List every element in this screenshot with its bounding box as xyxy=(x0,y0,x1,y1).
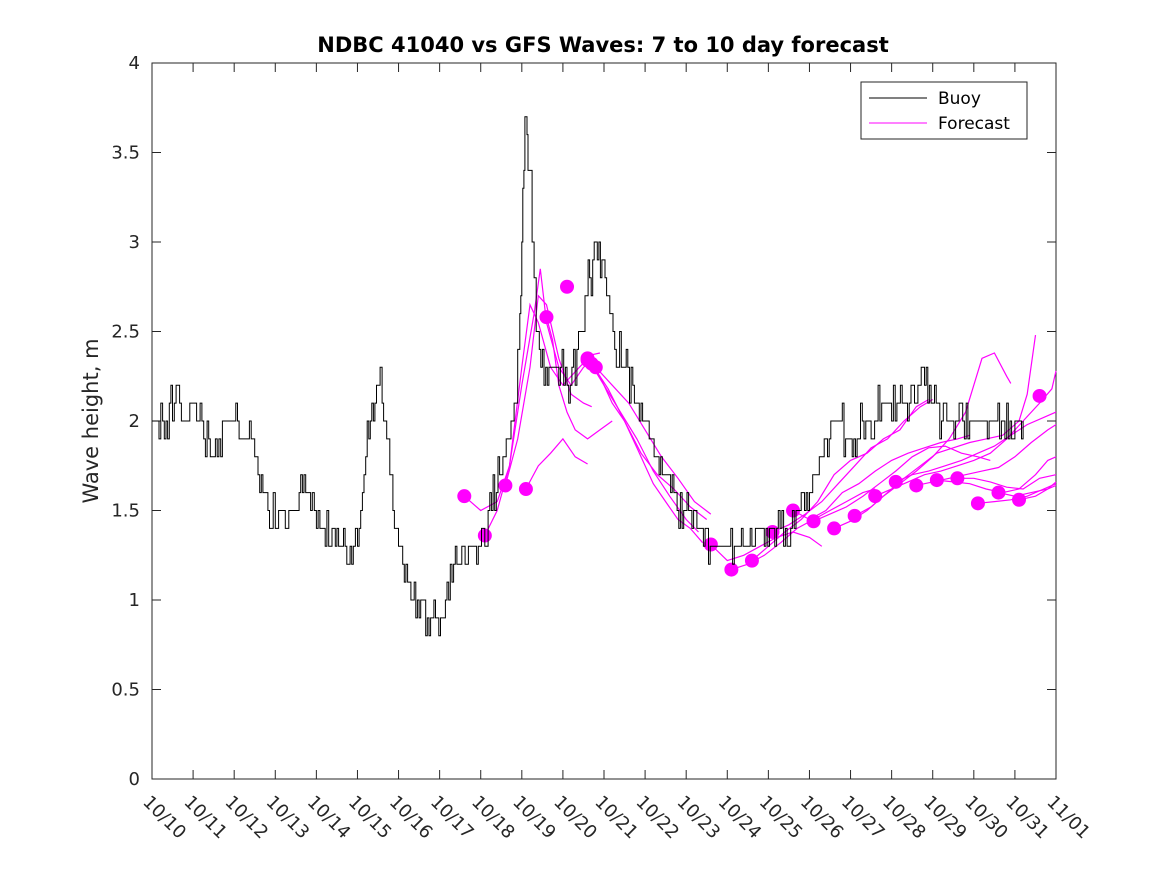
forecast-start-marker xyxy=(970,496,985,511)
forecast-line xyxy=(895,411,1057,483)
plot-area xyxy=(151,62,1057,780)
forecast-start-marker xyxy=(498,478,513,493)
y-tick-label: 3.5 xyxy=(111,143,140,164)
forecast-start-marker xyxy=(888,474,903,489)
forecast-line xyxy=(710,531,823,562)
forecast-start-marker xyxy=(560,279,575,294)
forecast-start-marker xyxy=(539,310,554,325)
y-tick-label: 1 xyxy=(129,590,140,611)
forecast-line xyxy=(1018,484,1057,501)
y-tick-label: 1.5 xyxy=(111,501,140,522)
chart-title: NDBC 41040 vs GFS Waves: 7 to 10 day for… xyxy=(317,33,888,57)
buoy-series xyxy=(152,116,1024,637)
legend: Buoy Forecast xyxy=(860,81,1028,140)
forecast-start-marker xyxy=(806,514,821,529)
forecast-start-marker xyxy=(457,489,472,504)
y-tick-label: 2.5 xyxy=(111,322,140,343)
forecast-line xyxy=(595,366,712,515)
forecast-start-marker xyxy=(847,508,862,523)
forecast-start-marker xyxy=(703,537,718,552)
forecast-start-marker xyxy=(724,562,739,577)
y-axis-label: Wave height, m xyxy=(79,338,103,503)
forecast-line xyxy=(792,434,970,521)
y-tick-label: 0 xyxy=(129,769,140,790)
forecast-start-marker xyxy=(588,360,603,375)
buoy-line xyxy=(152,116,1024,637)
legend-buoy-label: Buoy xyxy=(938,89,981,109)
forecast-start-marker xyxy=(744,553,759,568)
forecast-line xyxy=(957,474,1057,490)
forecast-start-marker xyxy=(929,473,944,488)
forecast-start-marker xyxy=(827,521,842,536)
forecast-line xyxy=(545,317,613,440)
forecast-line xyxy=(813,445,991,522)
forecast-line xyxy=(751,398,929,562)
y-tick-label: 0.5 xyxy=(111,680,140,701)
forecast-start-marker xyxy=(518,482,533,497)
forecast-line xyxy=(591,363,708,520)
y-tick-label: 2 xyxy=(129,411,140,432)
legend-forecast-label: Forecast xyxy=(938,114,1010,134)
forecast-start-marker xyxy=(1012,492,1027,507)
forecast-start-marker xyxy=(868,489,883,504)
forecast-line xyxy=(504,294,592,486)
forecast-start-marker xyxy=(1032,388,1047,403)
y-axis: 0 0.5 1 1.5 2 2.5 3 3.5 4 xyxy=(111,53,1056,790)
forecast-line xyxy=(874,370,1057,497)
forecast-start-marker xyxy=(991,485,1006,500)
forecast-start-marker xyxy=(909,478,924,493)
forecast-start-marker xyxy=(950,471,965,486)
y-tick-label: 3 xyxy=(129,232,140,253)
forecast-line xyxy=(998,481,1057,497)
forecast-line xyxy=(525,437,588,490)
y-tick-label: 4 xyxy=(129,53,140,74)
legend-box xyxy=(860,81,1028,140)
